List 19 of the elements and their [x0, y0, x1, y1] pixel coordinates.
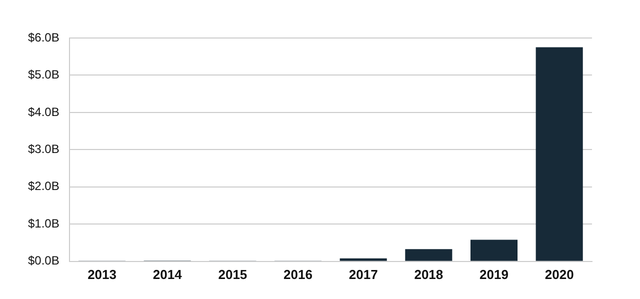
- bar: [470, 240, 518, 261]
- bar: [340, 258, 387, 261]
- x-tick-label: 2017: [348, 266, 378, 282]
- y-tick-label: $6.0B: [28, 30, 60, 44]
- x-tick-label: 2018: [414, 266, 444, 282]
- x-tick-label: 2013: [88, 266, 116, 282]
- bar: [405, 249, 452, 261]
- x-tick-label: 2016: [284, 266, 312, 282]
- y-tick-label: $2.0B: [28, 179, 60, 194]
- y-tick-label: $3.0B: [28, 142, 60, 156]
- x-tick-label: 2020: [544, 266, 574, 282]
- x-tick-label: 2014: [152, 266, 183, 282]
- y-tick-label: $4.0B: [28, 104, 60, 119]
- x-tick-label: 2019: [480, 266, 508, 282]
- bar: [536, 47, 583, 261]
- y-tick-label: $5.0B: [28, 68, 60, 82]
- x-tick-label: 2015: [218, 266, 248, 282]
- y-tick-label: $0.0B: [28, 254, 60, 268]
- y-tick-label: $1.0B: [28, 216, 60, 230]
